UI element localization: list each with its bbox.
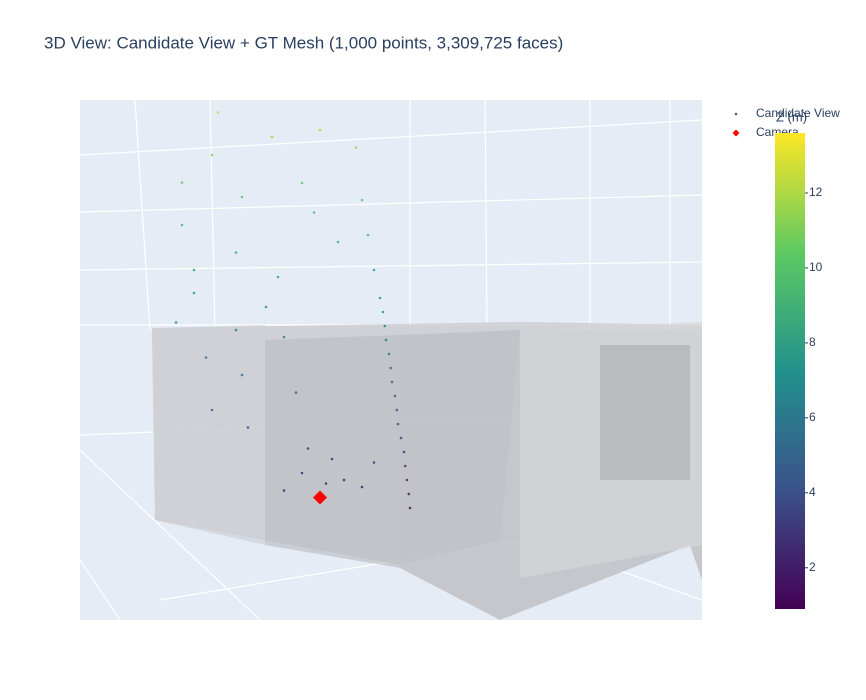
point [246,426,250,429]
point [265,91,268,94]
point [387,352,391,356]
point [354,146,358,149]
point [240,195,244,199]
point [330,457,334,461]
camera-marker [313,490,327,505]
point [393,394,397,398]
point [384,338,388,342]
point [342,478,346,482]
point [300,471,304,475]
point [264,305,268,309]
legend-symbol [734,112,738,116]
point [234,328,238,332]
point [216,111,220,114]
colorbar-tick-label: 2 [809,560,816,574]
legend-symbol [732,129,740,137]
point [282,335,286,339]
point [408,506,412,510]
point [405,478,409,482]
point [276,275,280,279]
point [318,128,322,132]
point [312,211,316,214]
point [234,251,238,254]
point [390,380,394,384]
point [210,153,214,157]
scene [80,91,702,620]
point [270,135,274,139]
point [403,464,407,468]
point [240,373,244,377]
point [360,485,364,489]
point [294,391,298,394]
point [360,198,364,202]
colorbar: Z (m) 2 4 6 8 10 12 [775,109,823,609]
colorbar-tick-label: 4 [809,485,816,499]
colorbar-title: Z (m) [776,109,807,124]
point [366,233,370,237]
point [306,447,310,450]
point [396,422,400,426]
point [180,181,184,184]
point [282,489,286,492]
point [300,181,304,185]
point [402,450,406,454]
colorbar-tick-label: 10 [809,260,823,274]
point [174,321,178,324]
point [336,240,340,244]
point [372,461,376,464]
legend-label: Candidate View [756,106,840,120]
point [399,436,403,440]
points [174,91,412,510]
point [407,492,411,496]
point [383,324,387,328]
point [389,366,393,370]
point [395,408,399,412]
point [204,356,208,359]
colorbar-tick-label: 8 [809,335,816,349]
colorbar-tick-label: 6 [809,410,816,424]
point [180,223,184,227]
point [378,296,382,300]
mesh [152,322,702,620]
point [372,268,376,272]
point [192,291,196,295]
point [192,268,196,272]
point [381,310,385,314]
chart-title: 3D View: Candidate View + GT Mesh (1,000… [44,33,563,52]
point [324,482,328,485]
point [210,408,214,412]
colorbar-tick-label: 12 [809,185,823,199]
colorbar-bar [775,133,805,609]
